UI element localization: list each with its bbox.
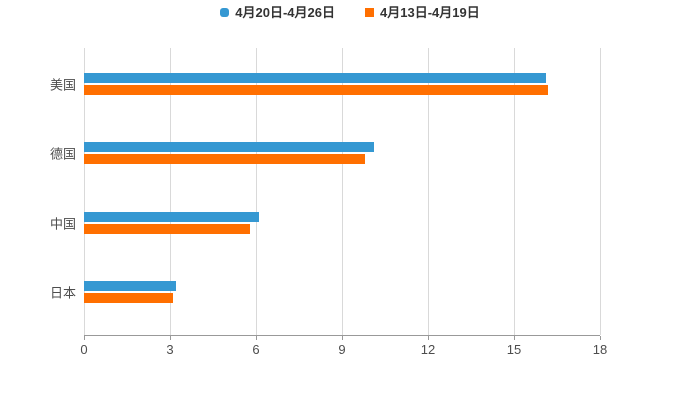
bar-series1-cat3 (84, 293, 173, 304)
bar-series1-cat1 (84, 154, 365, 165)
category-label: 德国 (49, 146, 76, 162)
plot-area: 0 3 6 9 12 15 18 美国德国中国日本 (50, 48, 607, 357)
legend-marker-icon (365, 8, 374, 17)
x-axis-tick (513, 336, 515, 340)
bar-series0-cat1 (84, 142, 374, 153)
x-axis-tick-label: 9 (338, 342, 346, 357)
gridline (427, 48, 429, 335)
x-axis-tick (427, 336, 429, 340)
x-axis-tick (341, 336, 343, 340)
bar-group-2: 中国 (50, 211, 600, 234)
category-label: 美国 (49, 77, 76, 93)
x-axis-line (84, 335, 600, 336)
gridline (255, 48, 257, 335)
category-label: 日本 (49, 285, 76, 301)
legend-label: 4月20日-4月26日 (235, 5, 335, 20)
legend-label: 4月13日-4月19日 (380, 5, 480, 20)
x-axis-tick (83, 336, 85, 340)
x-axis-tick-label: 15 (506, 342, 522, 357)
bar-group-1: 德国 (50, 142, 600, 165)
legend-item-series1[interactable]: 4月13日-4月19日 (365, 5, 480, 20)
x-axis-tick-label: 12 (420, 342, 436, 357)
legend-marker-icon (220, 8, 230, 17)
bar-series1-cat0 (84, 85, 549, 95)
x-axis-tick (599, 336, 601, 340)
gridline (599, 48, 601, 335)
bar-group-3: 日本 (50, 281, 600, 304)
bar-series0-cat2 (84, 211, 259, 222)
category-label: 中国 (49, 216, 76, 232)
x-axis-tick-label: 6 (252, 342, 260, 357)
legend-item-series0[interactable]: 4月20日-4月26日 (220, 5, 335, 20)
bar-series1-cat2 (84, 223, 251, 234)
gridline (341, 48, 343, 335)
bar-group-0: 美国 (50, 73, 600, 95)
x-axis-tick (255, 336, 257, 340)
gridline (513, 48, 515, 335)
gridline (83, 48, 85, 335)
x-axis-tick-label: 0 (80, 342, 88, 357)
x-axis-tick-label: 3 (166, 342, 174, 357)
chart-legend: 4月20日-4月26日 4月13日-4月19日 (0, 5, 700, 20)
x-axis-tick-label: 18 (592, 342, 608, 357)
bar-series0-cat0 (84, 73, 546, 83)
x-axis-tick (169, 336, 171, 340)
gridline (169, 48, 171, 335)
bar-series0-cat3 (84, 281, 176, 292)
